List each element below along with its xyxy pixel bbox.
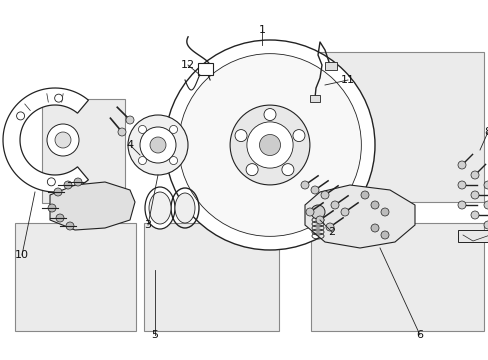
Polygon shape xyxy=(3,88,88,192)
Bar xyxy=(41,99,124,203)
Circle shape xyxy=(56,214,64,222)
Circle shape xyxy=(264,109,275,121)
Circle shape xyxy=(483,221,488,229)
Circle shape xyxy=(54,188,62,196)
Circle shape xyxy=(470,191,478,199)
Circle shape xyxy=(315,216,324,224)
Bar xyxy=(312,52,483,202)
Circle shape xyxy=(457,201,465,209)
Circle shape xyxy=(380,231,388,239)
Circle shape xyxy=(55,94,62,102)
Text: 10: 10 xyxy=(15,250,29,260)
Circle shape xyxy=(483,181,488,189)
Circle shape xyxy=(305,208,313,216)
Circle shape xyxy=(47,124,79,156)
Circle shape xyxy=(330,201,338,209)
Circle shape xyxy=(169,157,177,165)
Circle shape xyxy=(320,191,328,199)
Text: 4: 4 xyxy=(126,140,133,150)
Circle shape xyxy=(74,178,82,186)
Circle shape xyxy=(246,122,292,168)
Circle shape xyxy=(245,164,258,176)
Circle shape xyxy=(360,191,368,199)
Circle shape xyxy=(17,112,24,120)
Circle shape xyxy=(126,116,134,124)
Bar xyxy=(221,142,292,218)
Circle shape xyxy=(340,208,348,216)
Text: 3: 3 xyxy=(144,220,151,230)
Ellipse shape xyxy=(149,192,171,224)
Circle shape xyxy=(380,208,388,216)
Text: 1: 1 xyxy=(258,25,265,35)
Text: 8: 8 xyxy=(484,127,488,137)
Circle shape xyxy=(259,135,280,156)
Circle shape xyxy=(55,132,71,148)
Polygon shape xyxy=(305,185,414,248)
Circle shape xyxy=(230,105,309,185)
Circle shape xyxy=(138,157,146,165)
Circle shape xyxy=(483,201,488,209)
Circle shape xyxy=(370,201,378,209)
Circle shape xyxy=(310,205,325,219)
Bar xyxy=(310,223,483,331)
Circle shape xyxy=(47,178,55,186)
Circle shape xyxy=(470,211,478,219)
Text: 12: 12 xyxy=(181,60,195,70)
Circle shape xyxy=(169,125,177,134)
Bar xyxy=(15,223,136,331)
Circle shape xyxy=(370,224,378,232)
Text: 2: 2 xyxy=(328,227,335,237)
Circle shape xyxy=(66,222,74,230)
Circle shape xyxy=(118,128,126,136)
Circle shape xyxy=(64,181,72,189)
Circle shape xyxy=(310,186,318,194)
Circle shape xyxy=(150,137,165,153)
Circle shape xyxy=(138,125,146,134)
Circle shape xyxy=(457,181,465,189)
Ellipse shape xyxy=(175,193,195,223)
Bar xyxy=(309,95,319,102)
Circle shape xyxy=(325,223,333,231)
Polygon shape xyxy=(457,230,488,242)
Circle shape xyxy=(470,171,478,179)
Text: 11: 11 xyxy=(340,75,354,85)
Circle shape xyxy=(292,130,305,141)
Circle shape xyxy=(48,204,56,212)
Circle shape xyxy=(457,161,465,169)
Circle shape xyxy=(178,54,361,237)
Text: 5: 5 xyxy=(151,330,158,340)
Ellipse shape xyxy=(145,187,175,229)
Bar xyxy=(144,223,278,331)
Circle shape xyxy=(281,164,293,176)
Circle shape xyxy=(235,130,246,141)
Circle shape xyxy=(301,181,308,189)
Circle shape xyxy=(140,127,176,163)
Polygon shape xyxy=(50,182,135,230)
Bar xyxy=(325,62,336,70)
Bar xyxy=(198,63,213,75)
Circle shape xyxy=(128,115,187,175)
Circle shape xyxy=(164,40,374,250)
Text: 6: 6 xyxy=(416,330,423,340)
